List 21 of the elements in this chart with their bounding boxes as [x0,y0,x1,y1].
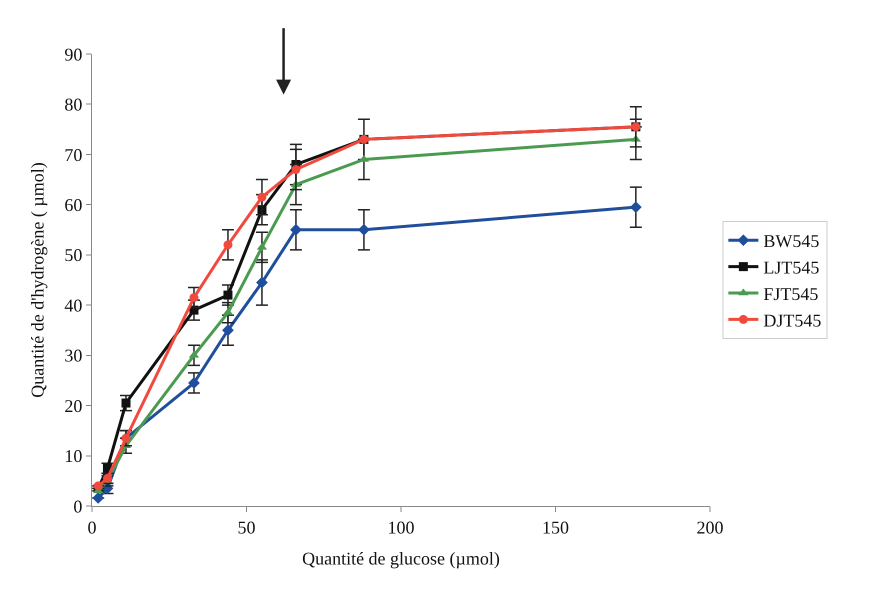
y-tick-label: 80 [64,94,82,115]
y-tick-label: 20 [64,396,82,416]
legend-label: LJT545 [763,258,820,278]
y-tick-label: 90 [64,44,82,64]
x-tick-label: 150 [542,518,569,538]
legend-label: DJT545 [763,310,822,330]
legend-label: BW545 [763,231,820,252]
x-axis-title: Quantité de glucose (µmol) [302,548,500,569]
legend-label: FJT545 [763,284,818,304]
y-axis-title: Quantité de d'hydrogène ( µmol) [28,162,48,398]
y-tick-label: 10 [64,446,82,466]
y-tick-label: 30 [64,346,82,366]
x-tick-label: 0 [88,518,96,538]
y-tick-label: 0 [73,496,82,516]
y-tick-label: 70 [64,144,82,165]
y-tick-label: 60 [64,194,82,215]
x-tick-label: 100 [388,518,414,538]
x-tick-label: 50 [238,518,256,538]
y-tick-label: 50 [64,245,82,266]
x-tick-label: 200 [696,518,724,538]
y-tick-label: 40 [64,295,82,316]
